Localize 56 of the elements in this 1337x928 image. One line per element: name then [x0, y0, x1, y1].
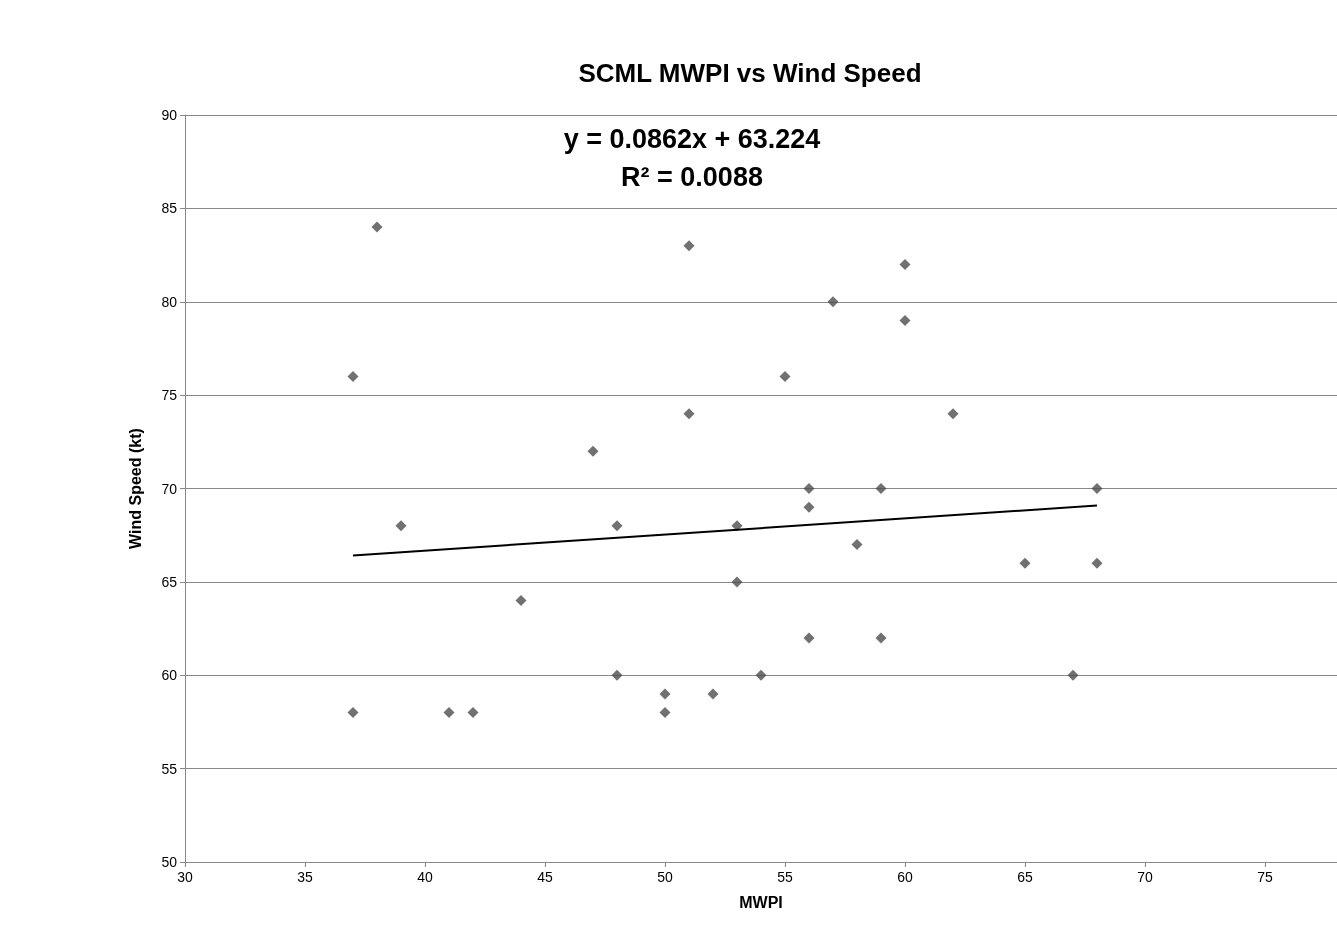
point	[899, 314, 911, 326]
point	[947, 408, 959, 420]
point	[443, 707, 455, 719]
point	[515, 595, 527, 607]
point	[659, 688, 671, 700]
y-tick-label: 50	[161, 854, 178, 870]
annotation: y = 0.0862x + 63.224	[563, 123, 821, 154]
point	[803, 483, 815, 494]
point	[803, 632, 815, 644]
point	[347, 707, 359, 719]
y-tick-label: 85	[161, 200, 178, 217]
point	[395, 520, 407, 532]
point	[899, 258, 911, 270]
point	[587, 445, 599, 457]
x-tick-label: 40	[417, 869, 433, 885]
point	[467, 707, 479, 719]
x-tick-label: 55	[777, 869, 793, 885]
point	[1019, 557, 1031, 569]
x-axis-title: MWPI	[739, 893, 783, 911]
chart-title: SCML MWPI vs Wind Speed	[578, 58, 922, 88]
point	[659, 707, 671, 719]
point	[1091, 483, 1103, 494]
y-tick-label: 80	[161, 293, 178, 310]
point	[827, 296, 839, 308]
point	[347, 370, 359, 382]
y-axis-title: Wind Speed (kt)	[126, 428, 144, 549]
point	[371, 221, 383, 233]
point	[707, 688, 719, 700]
y-tick-label: 70	[161, 480, 178, 497]
y-tick-label: 55	[161, 760, 178, 777]
x-tick-label: 45	[537, 869, 553, 885]
point	[731, 576, 743, 588]
y-tick-label: 75	[161, 387, 178, 404]
x-tick-label: 70	[1137, 869, 1153, 885]
y-tick-label: 65	[161, 573, 178, 590]
x-tick-label: 60	[897, 869, 913, 885]
y-tick-label: 90	[161, 107, 178, 123]
x-tick-label: 50	[657, 869, 673, 885]
point	[611, 669, 623, 681]
point	[1091, 557, 1103, 569]
point	[683, 408, 695, 420]
point	[683, 240, 695, 252]
point	[755, 669, 767, 681]
point	[1067, 669, 1079, 681]
annotation: R² = 0.0088	[621, 161, 763, 192]
x-tick-label: 65	[1017, 869, 1033, 885]
x-tick-label: 30	[177, 869, 193, 885]
x-tick-label: 75	[1257, 869, 1273, 885]
point	[803, 501, 815, 513]
point	[851, 539, 863, 551]
point	[779, 370, 791, 382]
point	[611, 520, 623, 532]
point	[875, 483, 887, 494]
x-tick-label: 35	[297, 869, 313, 885]
point	[875, 632, 887, 644]
y-tick-label: 60	[161, 667, 178, 684]
